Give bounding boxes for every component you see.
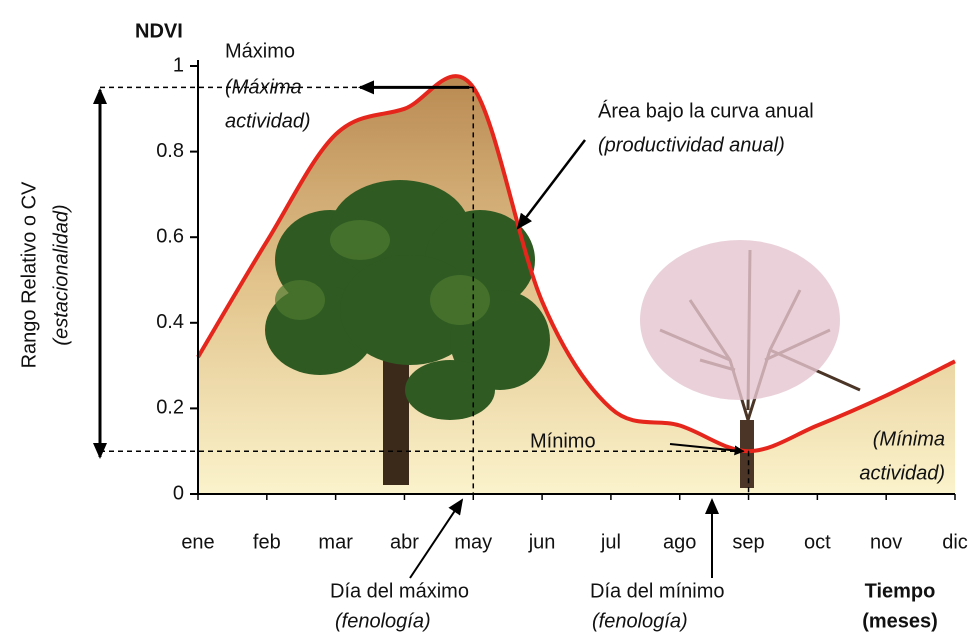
trees	[265, 180, 861, 489]
x-tick-label: dic	[942, 531, 968, 553]
y-tick-label: 0.6	[156, 225, 184, 247]
annotation: Mínimo	[530, 430, 596, 452]
line	[196, 74, 956, 454]
range-sublabel: (estacionalidad)	[50, 204, 72, 345]
annotation: (Mínima	[873, 428, 945, 450]
tree-trunk	[383, 350, 409, 485]
x-tick-label: abr	[390, 531, 419, 553]
min-arrow	[669, 443, 745, 456]
x-tick-label: mar	[318, 531, 353, 553]
annotation: (fenología)	[335, 610, 431, 632]
annotation: (Máxima	[225, 76, 302, 98]
y-tick-label: 0.8	[156, 140, 184, 162]
annotation: actividad)	[225, 110, 311, 132]
x-tick-label: feb	[253, 531, 281, 553]
annotation: actividad)	[859, 462, 945, 484]
range-label: Rango Relativo o CV	[18, 181, 40, 368]
x-tick-label: jun	[528, 531, 556, 553]
y-axis-title: NDVI	[135, 20, 183, 42]
x-tick-label: ago	[663, 531, 696, 553]
annotation: (fenología)	[592, 610, 688, 632]
plot: 0 0.2 0.4 0.6 0.8 1 ene feb mar abr may jun jul ago se…	[100, 54, 968, 553]
x-tick-label: nov	[870, 531, 902, 553]
max-day-arrow	[409, 498, 464, 579]
x-tick-label: may	[454, 531, 492, 553]
x-tick-label: ene	[181, 531, 214, 553]
area-arrow	[516, 139, 586, 230]
x-tick-label: jul	[600, 531, 621, 553]
annotation: Área bajo la curva anual	[598, 99, 814, 122]
x-axis-subtitle: (meses)	[862, 610, 938, 632]
x-tick-label: oct	[804, 531, 831, 553]
y-tick-label: 0.4	[156, 311, 184, 333]
annotation: Máximo	[225, 40, 295, 62]
annotation: Día del mínimo	[590, 580, 725, 602]
x-tick-label: sep	[732, 531, 764, 553]
y-tick-label: 0	[173, 482, 184, 504]
y-tick-label: 0.2	[156, 397, 184, 419]
annotation: (productividad anual)	[598, 134, 785, 156]
x-axis-title: Tiempo	[865, 580, 936, 602]
annotation: Día del máximo	[330, 580, 469, 602]
y-tick-label: 1	[173, 54, 184, 76]
